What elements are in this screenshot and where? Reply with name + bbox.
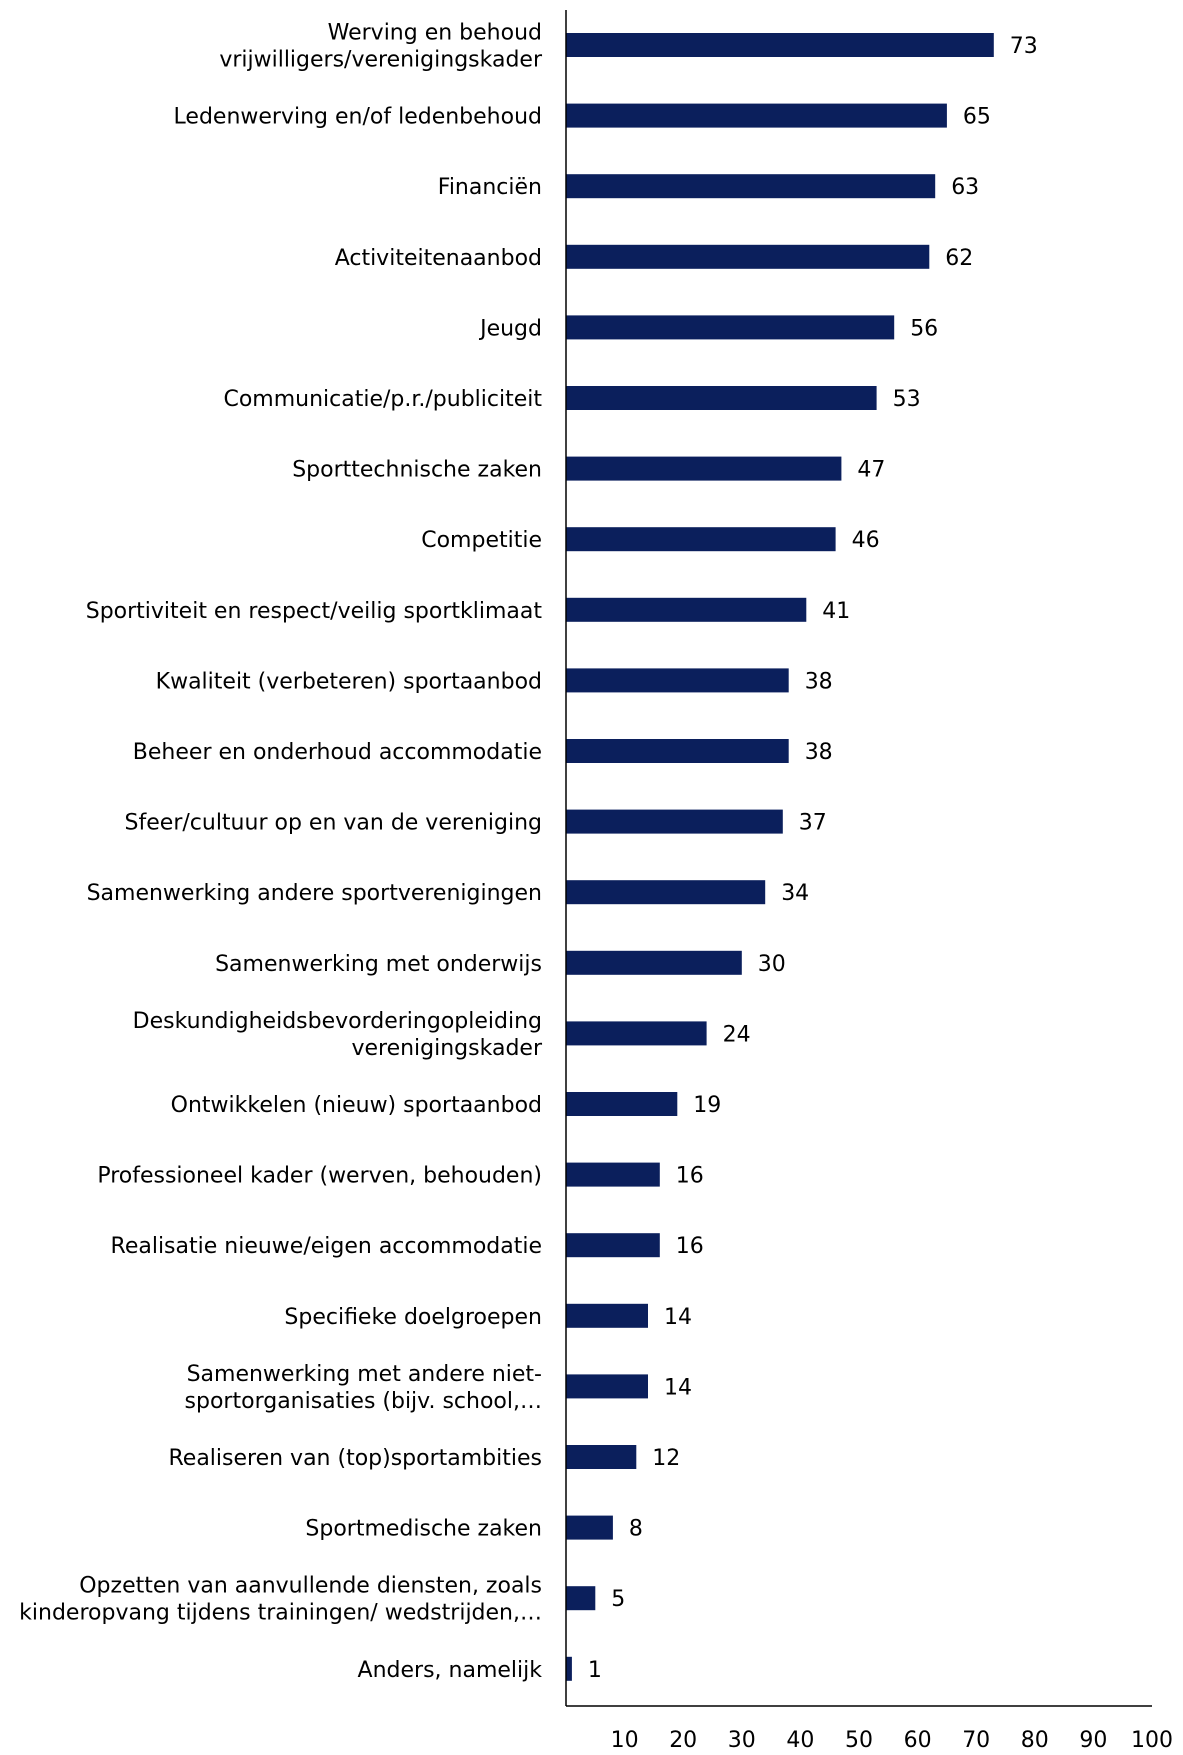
value-labels: 73 65 63 62 56 53 47 46 41 38 38 37 34 30 24 19 16 16 14 14…: [588, 34, 1038, 1683]
x-tick-label: 60: [904, 1728, 932, 1753]
value-label: 16: [676, 1234, 704, 1259]
bar: [566, 527, 836, 552]
value-label: 56: [910, 316, 938, 341]
value-label: 41: [822, 599, 850, 624]
bar: [566, 739, 789, 763]
category-label: Jeugd: [478, 316, 542, 341]
category-label: Samenwerking met onderwijs: [215, 952, 542, 977]
bar: [566, 315, 895, 340]
value-label: 1: [588, 1658, 602, 1683]
category-label: verenigingskader: [351, 1036, 542, 1061]
value-label: 73: [1010, 34, 1038, 59]
category-label: vrijwilligers/verenigingskader: [219, 48, 543, 73]
x-tick-label: 100: [1131, 1728, 1173, 1753]
bar: [566, 1021, 707, 1046]
category-label: Communicatie/p.r./publiciteit: [223, 387, 542, 412]
category-label: Sporttechnische zaken: [292, 458, 542, 483]
category-label: Anders, namelijk: [358, 1658, 543, 1683]
value-label: 38: [805, 740, 833, 765]
value-label: 65: [963, 105, 991, 130]
bar: [566, 668, 789, 693]
category-label: Sportiviteit en respect/veilig sportklim…: [86, 599, 543, 624]
category-label: Sportmedische zaken: [305, 1517, 542, 1542]
category-label: Ontwikkelen (nieuw) sportaanbod: [171, 1093, 542, 1118]
axes: 10 20 30 40 50 60 70 80 90 100: [565, 10, 1173, 1753]
category-label: Financiën: [438, 175, 542, 200]
x-tick-label: 10: [611, 1728, 639, 1753]
category-label: Sfeer/cultuur op en van de vereniging: [125, 811, 542, 836]
value-label: 24: [723, 1022, 751, 1047]
value-label: 14: [664, 1305, 692, 1330]
category-label: Kwaliteit (verbeteren) sportaanbod: [156, 669, 542, 694]
value-label: 34: [781, 881, 809, 906]
category-label: sportorganisaties (bijv. school,…: [185, 1389, 542, 1414]
category-label: Werving en behoud: [328, 21, 542, 46]
category-label: Competitie: [421, 528, 542, 553]
category-label: kinderopvang tijdens trainingen/ wedstri…: [19, 1601, 542, 1626]
x-tick-label: 70: [962, 1728, 990, 1753]
bar: [566, 1656, 572, 1681]
bar: [566, 597, 807, 622]
value-label: 19: [693, 1093, 721, 1118]
bar: [566, 386, 877, 410]
category-label: Beheer en onderhoud accommodatie: [133, 740, 542, 765]
bar: [566, 33, 994, 57]
category-labels: Werving en behoudvrijwilligers/verenigin…: [19, 21, 543, 1683]
x-tick-label: 30: [728, 1728, 756, 1753]
category-label: Realisatie nieuwe/eigen accommodatie: [111, 1234, 542, 1259]
bar: [566, 1515, 613, 1540]
category-label: Opzetten van aanvullende diensten, zoals: [79, 1574, 542, 1599]
bar: [566, 244, 930, 269]
value-label: 14: [664, 1375, 692, 1400]
category-label: Samenwerking met andere niet-: [187, 1362, 542, 1387]
bar: [566, 1586, 596, 1611]
value-label: 8: [629, 1517, 643, 1542]
x-tick-label: 80: [1021, 1728, 1049, 1753]
category-label: Activiteitenaanbod: [335, 246, 542, 271]
value-label: 38: [805, 669, 833, 694]
bar: [566, 174, 936, 199]
value-label: 30: [758, 952, 786, 977]
x-tick-label: 40: [786, 1728, 814, 1753]
value-label: 12: [652, 1446, 680, 1471]
category-label: Realiseren van (top)sportambities: [168, 1446, 542, 1471]
category-label: Deskundigheidsbevorderingopleiding: [133, 1009, 542, 1034]
bar: [566, 1374, 648, 1399]
x-tick-label: 50: [845, 1728, 873, 1753]
bar: [566, 950, 742, 975]
value-label: 62: [945, 246, 973, 271]
bar: [566, 103, 947, 128]
bar: [566, 1303, 648, 1328]
value-label: 47: [857, 458, 885, 483]
category-label: Samenwerking andere sportverenigingen: [87, 881, 542, 906]
x-tick-label: 20: [669, 1728, 697, 1753]
bar: [566, 1162, 660, 1187]
value-label: 16: [676, 1164, 704, 1189]
value-label: 5: [611, 1587, 625, 1612]
bar: [566, 456, 842, 481]
value-label: 63: [951, 175, 979, 200]
bar: [566, 1445, 637, 1469]
bar: [566, 880, 766, 905]
bar: [566, 809, 783, 834]
value-label: 53: [893, 387, 921, 412]
bars-layer: [566, 33, 994, 1681]
category-label: Professioneel kader (werven, behouden): [97, 1164, 542, 1189]
value-label: 37: [799, 811, 827, 836]
x-tick-label: 90: [1079, 1728, 1107, 1753]
category-label: Ledenwerving en/of ledenbehoud: [174, 105, 542, 130]
value-label: 46: [852, 528, 880, 553]
bar: [566, 1233, 660, 1258]
category-label: Specifieke doelgroepen: [284, 1305, 542, 1330]
bar: [566, 1092, 678, 1116]
